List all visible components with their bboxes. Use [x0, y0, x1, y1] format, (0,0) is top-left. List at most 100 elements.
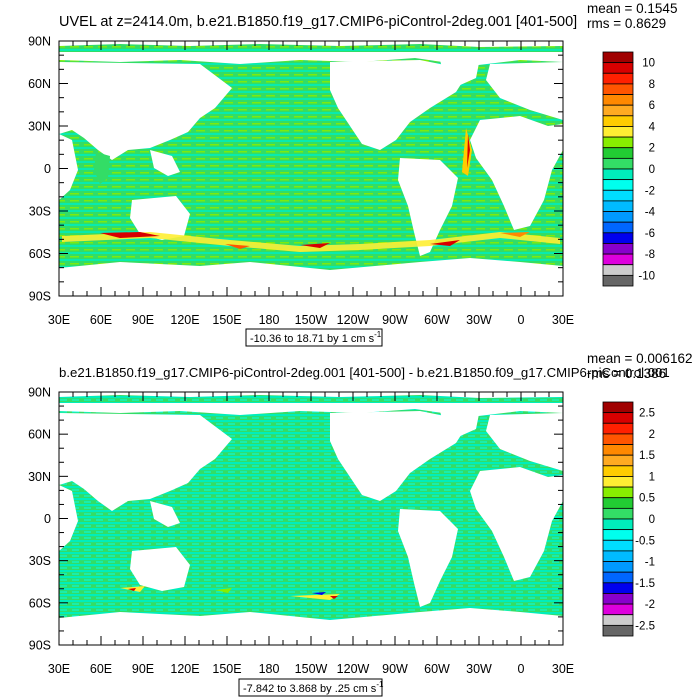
colorbar-label: 6 — [649, 100, 655, 112]
map-field — [59, 41, 563, 296]
x-axis-ticks: 30E 60E 90E 120E 150E 180 150W 120W 90W 60W 30W 0 30… — [48, 392, 574, 676]
y-tick-label: 60S — [29, 247, 51, 261]
colorbar-label: -0.5 — [635, 535, 655, 547]
y-tick-label: 30N — [28, 470, 51, 484]
land-mask — [59, 392, 563, 645]
colorbar-swatch — [602, 243, 634, 255]
x-tick-label: 30E — [552, 662, 574, 676]
colorbar-label: 0 — [649, 514, 655, 526]
colorbar-swatch — [602, 274, 634, 287]
colorbar-swatch — [602, 550, 634, 562]
y-tick-label: 90N — [28, 35, 51, 49]
x-axis-ticks: 30E 60E 90E 120E 150E 180 150W 120W 90W 60W 30W 0 30… — [48, 41, 574, 327]
colorbar-swatch — [602, 232, 634, 244]
colorbar-swatch — [602, 200, 634, 212]
colorbar-swatch — [602, 115, 634, 127]
colorbar-swatch — [602, 593, 634, 605]
colorbar-swatch — [602, 582, 634, 594]
colorbar-swatch — [602, 624, 634, 637]
colorbar-swatch — [602, 529, 634, 541]
x-tick-label: 150W — [295, 662, 328, 676]
colorbar-swatch — [602, 179, 634, 191]
colorbar-label: 2.5 — [639, 408, 655, 420]
colorbar-label: 2 — [649, 143, 655, 155]
x-tick-label: 90W — [382, 313, 408, 327]
x-tick-label: 150E — [212, 662, 241, 676]
difference-streaks — [120, 586, 340, 600]
land-mask — [59, 41, 563, 296]
colorbar-swatch — [602, 72, 634, 85]
x-tick-label: 0 — [518, 313, 525, 327]
jet-streaks — [62, 128, 560, 252]
colorbar-swatch — [602, 603, 634, 616]
colorbar-swatch — [602, 422, 634, 435]
y-tick-label: 90N — [28, 386, 51, 400]
colorbar-swatch — [602, 401, 634, 414]
colorbar-swatch — [602, 497, 634, 509]
x-tick-label: 30E — [48, 662, 70, 676]
colorbar-swatch — [602, 539, 634, 552]
colorbar-label: 0 — [649, 164, 655, 176]
colorbar-swatch — [602, 83, 634, 95]
colorbar-label: 1 — [649, 471, 655, 483]
chart-title: UVEL at z=2414.0m, b.e21.B1850.f19_g17.C… — [59, 14, 577, 30]
colorbar-label: -2.5 — [635, 620, 655, 632]
colorbar-label: -2 — [645, 599, 655, 611]
x-tick-label: 0 — [518, 662, 525, 676]
map-field — [59, 392, 563, 645]
x-tick-label: 90W — [382, 662, 408, 676]
x-tick-label: 30E — [48, 313, 70, 327]
chart-title: b.e21.B1850.f19_g17.CMIP6-piControl-2deg… — [59, 365, 670, 380]
colorbar-label: -1.5 — [635, 578, 655, 590]
colorbar-swatch — [602, 189, 634, 202]
y-tick-label: 0 — [44, 512, 51, 526]
colorbar-label: 4 — [649, 121, 656, 133]
y-tick-label: 30N — [28, 120, 51, 134]
x-tick-label: 60E — [90, 313, 112, 327]
colorbar-swatch — [602, 454, 634, 467]
y-tick-label: 30S — [29, 554, 51, 568]
colorbar-swatch — [602, 221, 634, 234]
colorbar-swatch — [602, 412, 634, 424]
colorbar-swatch — [602, 476, 634, 488]
x-tick-label: 120E — [170, 313, 199, 327]
colorbar-label: -6 — [645, 228, 655, 240]
stat-rms: rms = 0.8629 — [587, 16, 666, 31]
colorbar-swatch — [602, 157, 634, 170]
colorbar-swatch — [602, 614, 634, 626]
colorbar-swatch — [602, 126, 634, 138]
colorbar-label: 8 — [649, 79, 655, 91]
colorbar-label: 0.5 — [639, 493, 655, 505]
x-tick-label: 30W — [466, 662, 492, 676]
colorbar-label: -8 — [645, 249, 655, 261]
range-box — [238, 678, 383, 697]
range-box — [245, 328, 383, 347]
colorbar-swatch — [602, 168, 634, 181]
stat-mean: mean = 0.1545 — [587, 1, 677, 16]
colorbar-swatch — [602, 264, 634, 276]
x-tick-label: 180 — [259, 662, 280, 676]
colorbar-swatch — [602, 253, 634, 266]
x-tick-label: 60W — [424, 662, 450, 676]
x-tick-label: 90E — [132, 662, 154, 676]
range-label: -10.36 to 18.71 by 1 cm s-1 — [250, 330, 382, 345]
colorbar-swatch — [602, 104, 634, 117]
colorbar-label: -10 — [638, 270, 655, 282]
colorbar-swatch — [602, 51, 634, 64]
colorbar-swatch — [602, 486, 634, 499]
colorbar-swatch — [602, 571, 634, 584]
colorbar-label: -4 — [645, 207, 656, 219]
colorbar-swatch — [602, 136, 634, 149]
y-tick-label: 0 — [44, 162, 51, 176]
colorbar: 2.5 2 1.5 1 0.5 0 -0.5 -1 -1.5 -2 -2.5 — [602, 401, 655, 637]
x-tick-label: 120W — [337, 662, 370, 676]
panel-bottom: b.e21.B1850.f19_g17.CMIP6-piControl-2deg… — [28, 351, 692, 697]
colorbar-swatch — [602, 147, 634, 159]
panel-top: UVEL at z=2414.0m, b.e21.B1850.f19_g17.C… — [28, 1, 677, 347]
y-tick-label: 60N — [28, 77, 51, 91]
y-axis-ticks: 90N 60N 30N 0 30S 60S 90S — [28, 35, 563, 304]
colorbar-label: 10 — [642, 58, 655, 70]
colorbar-label: 2 — [649, 429, 655, 441]
stat-mean: mean = 0.006162 — [587, 351, 692, 366]
colorbar-swatch — [602, 561, 634, 573]
